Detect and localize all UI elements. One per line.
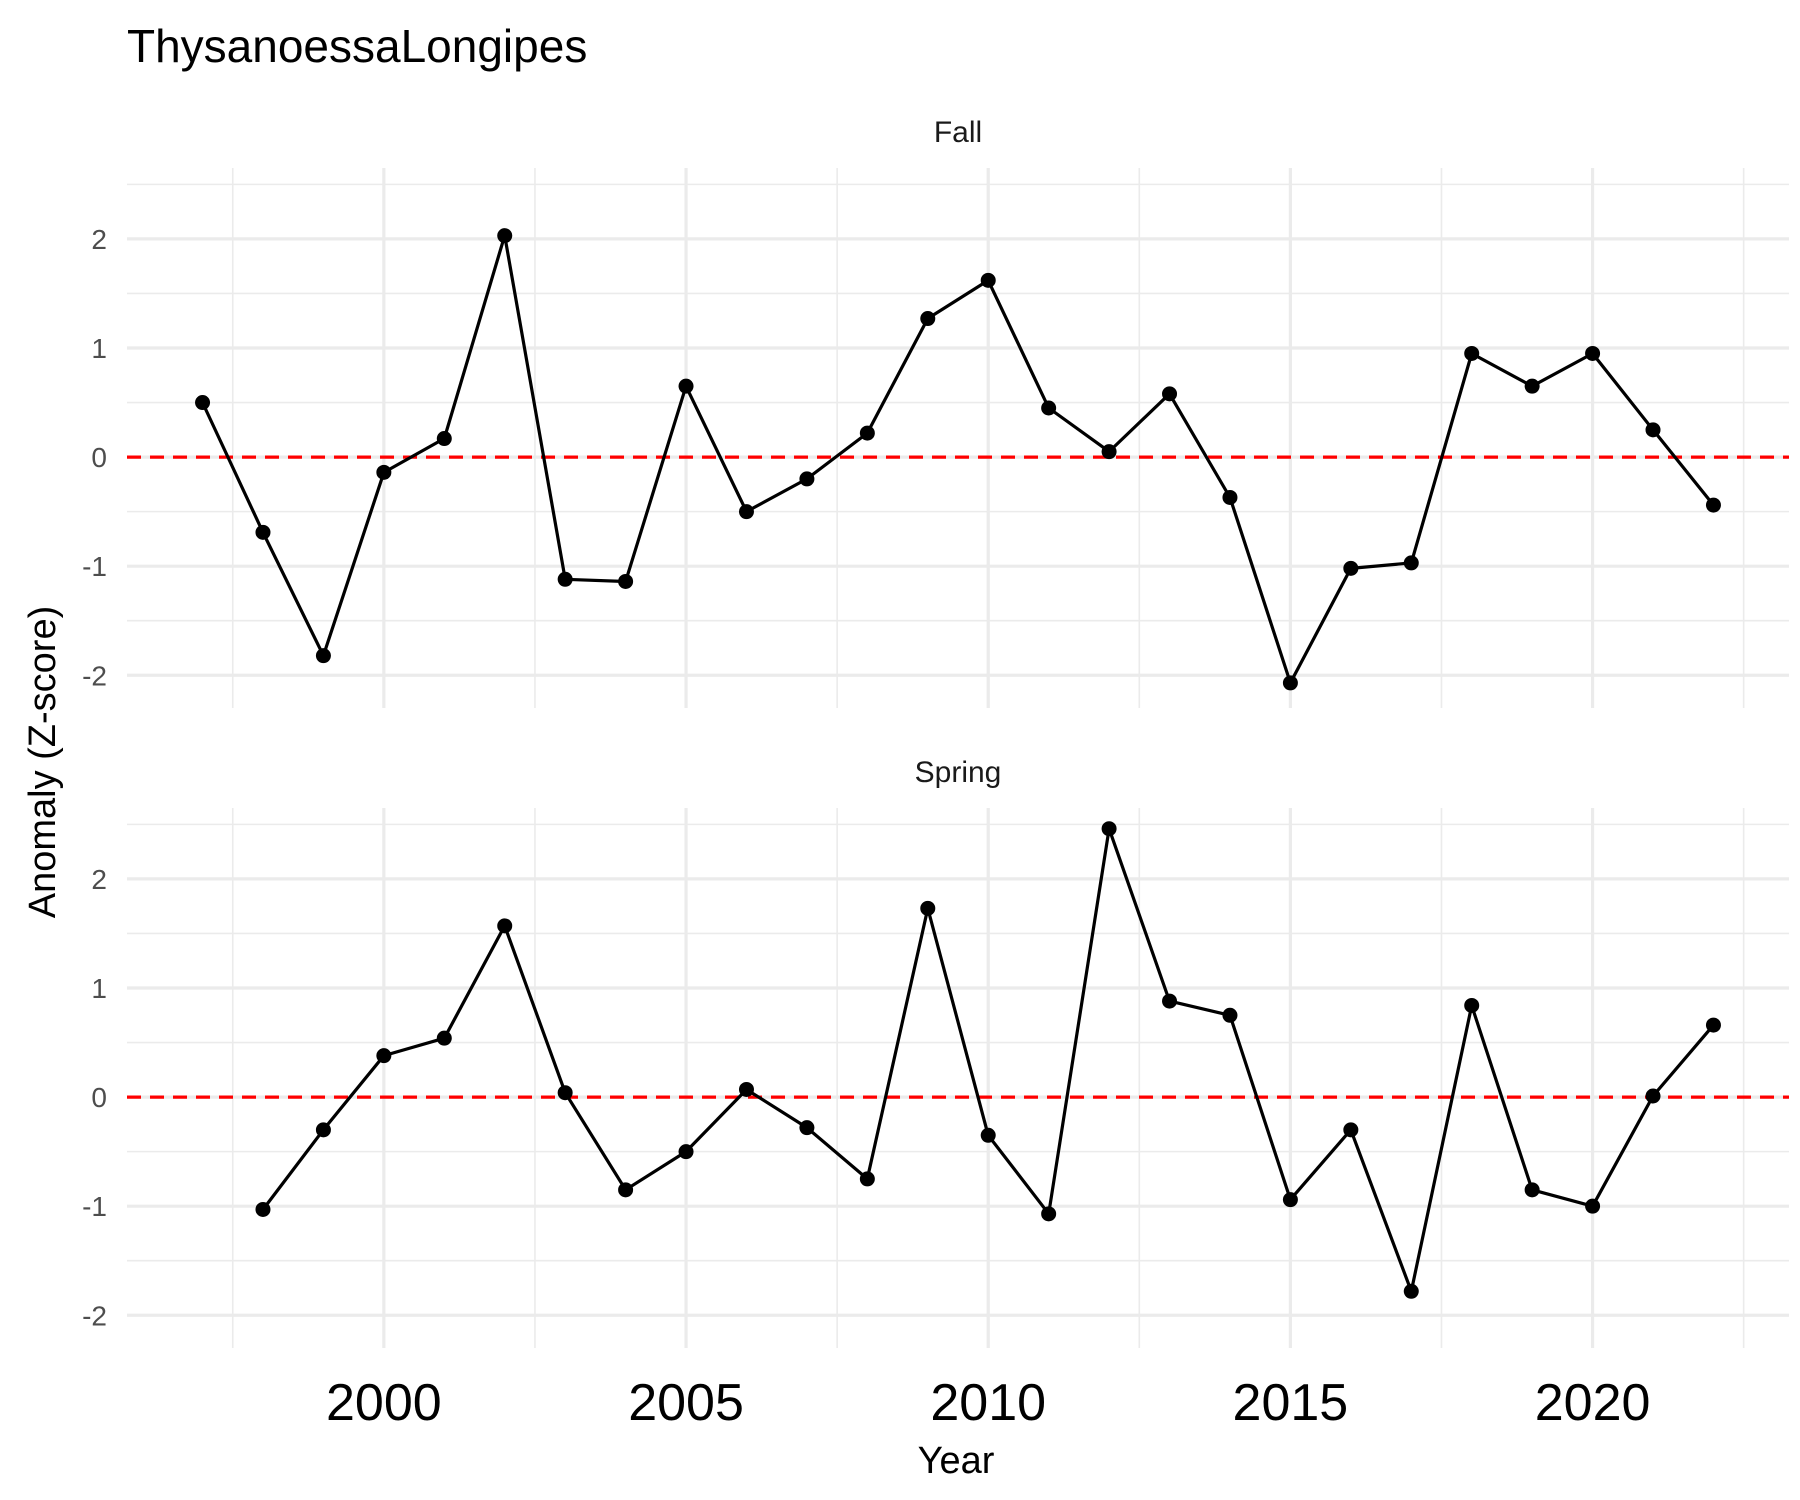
data-point [859, 425, 875, 441]
data-point [799, 471, 815, 487]
data-point [1282, 1192, 1298, 1208]
y-tick-label: 0 [91, 1082, 107, 1113]
y-tick-label: 2 [91, 224, 107, 255]
data-point [1041, 1206, 1057, 1222]
data-point [436, 1030, 452, 1046]
data-point [1343, 560, 1359, 576]
data-point [1464, 345, 1480, 361]
data-point [799, 1120, 815, 1136]
data-point [1705, 1017, 1721, 1033]
data-point [376, 1048, 392, 1064]
data-point [678, 1144, 694, 1160]
y-tick-label: -1 [82, 551, 107, 582]
data-point [376, 464, 392, 480]
data-point [920, 311, 936, 327]
data-point [1524, 1182, 1540, 1198]
data-point [255, 524, 271, 540]
data-point [497, 228, 513, 244]
x-axis-label: Year [918, 1440, 995, 1482]
data-point [557, 1085, 573, 1101]
panel-strip-label: Fall [934, 116, 982, 149]
data-point [315, 1122, 331, 1138]
y-axis-label: Anomaly (Z-score) [22, 606, 64, 919]
data-point [920, 900, 936, 916]
data-point [436, 431, 452, 447]
y-tick-label: -2 [82, 660, 107, 691]
data-point [1222, 1007, 1238, 1023]
data-point [1403, 555, 1419, 571]
data-point [1524, 378, 1540, 394]
data-point [1645, 422, 1661, 438]
y-tick-label: 1 [91, 973, 107, 1004]
data-point [315, 648, 331, 664]
data-point [255, 1201, 271, 1217]
x-tick-label: 2010 [930, 1374, 1046, 1432]
data-point [738, 504, 754, 520]
data-point [1464, 997, 1480, 1013]
panel-grid [127, 808, 1789, 1348]
panel-fall: Fall -2 -1 0 1 2 [82, 116, 1789, 708]
x-tick-label: 2000 [326, 1374, 442, 1432]
data-point [980, 1127, 996, 1143]
y-tick-label: -2 [82, 1300, 107, 1331]
panels-layer: Fall -2 -1 0 1 2 Spring -2 -1 0 1 2 [82, 116, 1789, 1348]
y-tick-label: -1 [82, 1191, 107, 1222]
data-point [618, 1182, 634, 1198]
chart-title: ThysanoessaLongipes [127, 20, 587, 72]
series-line [201, 234, 1715, 685]
x-axis-ticks: 2000 2005 2010 2015 2020 [326, 1374, 1650, 1432]
panel-strip-label: Spring [915, 756, 1002, 789]
data-point [1162, 993, 1178, 1009]
data-point [1222, 489, 1238, 505]
data-point [195, 395, 211, 411]
data-point [1705, 497, 1721, 513]
data-point [859, 1171, 875, 1187]
data-point [497, 918, 513, 934]
y-tick-label: 1 [91, 333, 107, 364]
data-point [738, 1081, 754, 1097]
x-tick-label: 2015 [1233, 1374, 1349, 1432]
data-point [1343, 1122, 1359, 1138]
y-tick-label: 0 [91, 442, 107, 473]
y-tick-label: 2 [91, 864, 107, 895]
data-point [980, 272, 996, 288]
data-point [1101, 444, 1117, 460]
data-point [1403, 1283, 1419, 1299]
data-point [1282, 675, 1298, 691]
data-point [1645, 1088, 1661, 1104]
data-point [1041, 400, 1057, 416]
data-point [1162, 386, 1178, 402]
data-point [678, 378, 694, 394]
panel-spring: Spring -2 -1 0 1 2 [82, 756, 1789, 1348]
data-point [1585, 345, 1601, 361]
x-tick-label: 2005 [628, 1374, 744, 1432]
data-point [1585, 1198, 1601, 1214]
data-point [618, 573, 634, 589]
data-point [1101, 821, 1117, 837]
data-point [557, 571, 573, 587]
panel-grid [127, 168, 1789, 708]
x-tick-label: 2020 [1535, 1374, 1651, 1432]
